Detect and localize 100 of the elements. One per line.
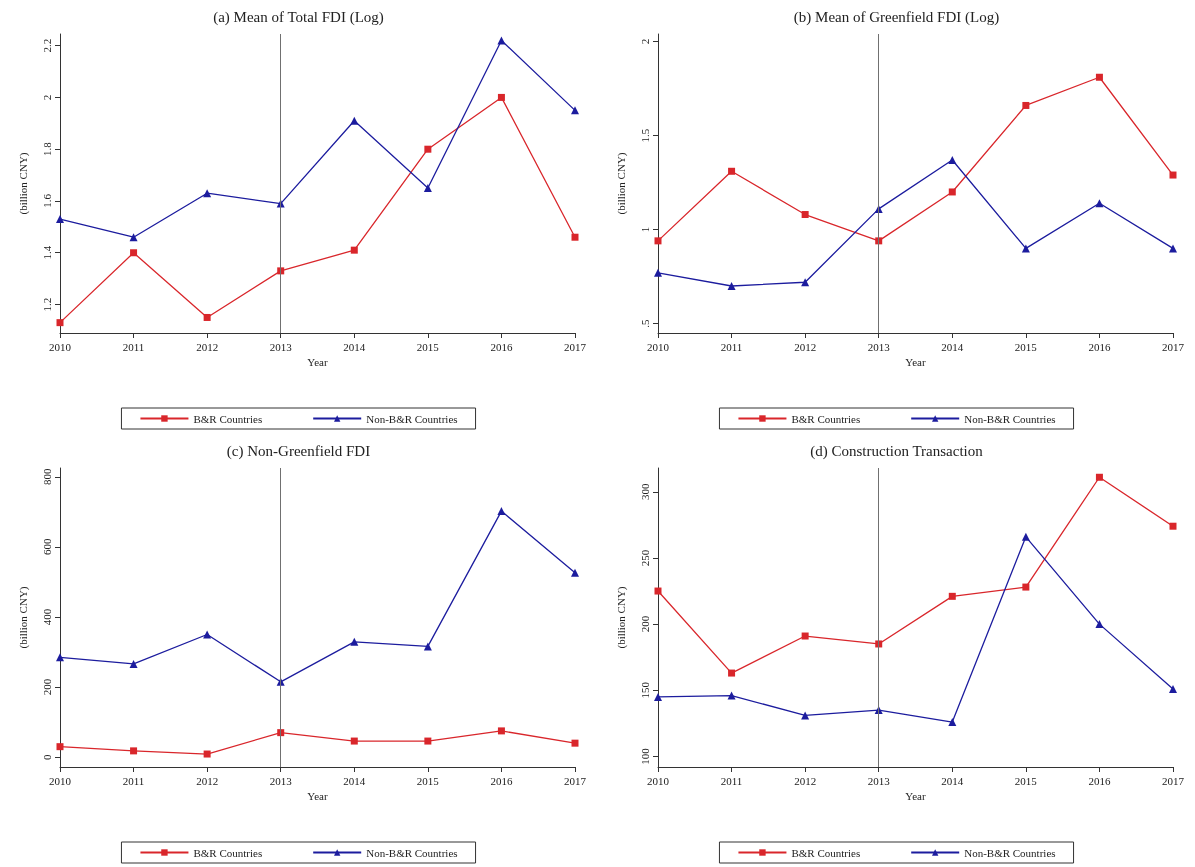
x-tick-label: 2012 xyxy=(196,774,219,787)
x-tick-label: 2014 xyxy=(343,774,366,787)
y-tick-label: 1.4 xyxy=(40,245,53,260)
x-tick-label: 2012 xyxy=(794,774,817,787)
point xyxy=(130,747,138,755)
x-tick-label: 2017 xyxy=(564,340,587,353)
point xyxy=(1169,171,1177,179)
x-tick-label: 2016 xyxy=(1088,774,1111,787)
point xyxy=(1169,244,1177,253)
x-tick-label: 2014 xyxy=(343,340,366,353)
y-tick-label: 100 xyxy=(638,747,651,765)
x-tick-label: 2016 xyxy=(1088,340,1111,353)
y-axis-title: (billion CNY) xyxy=(16,586,30,649)
point xyxy=(1169,684,1177,693)
x-tick-label: 2015 xyxy=(1014,774,1038,787)
y-tick-label: 2 xyxy=(40,94,53,101)
y-tick-label: 200 xyxy=(638,615,651,633)
y-tick-label: 1.8 xyxy=(40,141,53,157)
point xyxy=(497,507,506,516)
y-axis-title: (billion CNY) xyxy=(614,152,628,215)
point xyxy=(948,155,957,164)
y-tick-label: 400 xyxy=(40,608,53,626)
point xyxy=(56,743,64,751)
point xyxy=(654,692,662,701)
point xyxy=(129,659,138,668)
y-axis-title: (billion CNY) xyxy=(614,586,628,649)
point xyxy=(56,215,64,224)
y-axis-title: (billion CNY) xyxy=(16,152,30,215)
y-tick-label: 1.6 xyxy=(40,193,53,208)
x-tick-label: 2016 xyxy=(490,774,513,787)
x-tick-label: 2010 xyxy=(647,774,670,787)
point xyxy=(203,313,211,321)
x-axis-title: Year xyxy=(307,356,328,369)
x-tick-label: 2017 xyxy=(1162,340,1185,353)
legend-label: Non-B&R Countries xyxy=(964,846,1056,859)
y-tick-label: 300 xyxy=(638,483,651,501)
point xyxy=(728,167,736,175)
legend-label: Non-B&R Countries xyxy=(366,846,458,859)
point xyxy=(350,116,359,125)
x-tick-label: 2013 xyxy=(867,774,891,787)
point xyxy=(1022,101,1030,109)
x-tick-label: 2014 xyxy=(941,340,964,353)
x-tick-label: 2015 xyxy=(416,340,440,353)
y-tick-label: 800 xyxy=(40,468,53,486)
legend-label: Non-B&R Countries xyxy=(366,412,458,425)
x-tick-label: 2010 xyxy=(49,774,72,787)
point xyxy=(654,268,662,277)
x-tick-label: 2016 xyxy=(490,340,513,353)
x-axis-title: Year xyxy=(307,790,328,803)
point xyxy=(350,637,359,646)
point xyxy=(571,568,579,577)
point xyxy=(424,145,432,153)
y-tick-label: 2.2 xyxy=(40,38,53,53)
point xyxy=(130,249,138,257)
x-tick-label: 2010 xyxy=(49,340,72,353)
y-tick-label: 0 xyxy=(40,753,53,760)
chart-title: (c) Non-Greenfield FDI xyxy=(226,442,371,460)
point xyxy=(571,233,579,241)
chart-title: (a) Mean of Total FDI (Log) xyxy=(213,8,384,26)
point xyxy=(571,739,579,747)
point xyxy=(203,750,211,758)
point xyxy=(801,211,809,219)
y-tick-label: 200 xyxy=(40,678,53,696)
y-tick-label: 150 xyxy=(638,681,651,699)
x-tick-label: 2010 xyxy=(647,340,670,353)
point xyxy=(203,189,212,198)
point xyxy=(129,233,138,242)
point xyxy=(948,592,956,600)
x-tick-label: 2011 xyxy=(720,774,743,787)
point xyxy=(424,737,432,745)
point xyxy=(497,727,505,735)
x-tick-label: 2012 xyxy=(794,340,817,353)
point xyxy=(801,632,809,640)
point xyxy=(571,106,579,115)
point xyxy=(497,93,505,101)
legend-label: B&R Countries xyxy=(791,846,861,859)
x-axis-title: Year xyxy=(905,790,926,803)
point xyxy=(948,188,956,196)
chart-title: (b) Mean of Greenfield FDI (Log) xyxy=(793,8,1000,26)
point xyxy=(1022,583,1030,591)
point xyxy=(654,237,662,245)
x-tick-label: 2011 xyxy=(122,340,145,353)
x-tick-label: 2011 xyxy=(122,774,145,787)
point xyxy=(1095,473,1103,481)
point xyxy=(56,653,64,662)
x-tick-label: 2017 xyxy=(564,774,587,787)
x-tick-label: 2011 xyxy=(720,340,743,353)
point xyxy=(203,630,212,639)
legend-label: Non-B&R Countries xyxy=(964,412,1056,425)
legend-label: B&R Countries xyxy=(791,412,861,425)
x-tick-label: 2014 xyxy=(941,774,964,787)
point xyxy=(1095,199,1104,208)
y-tick-label: 250 xyxy=(638,549,651,567)
y-tick-label: 1.5 xyxy=(638,128,651,143)
point xyxy=(1169,522,1177,530)
y-tick-label: 1 xyxy=(638,226,651,233)
point xyxy=(948,718,957,727)
point xyxy=(728,669,736,677)
point xyxy=(654,587,662,595)
x-tick-label: 2017 xyxy=(1162,774,1185,787)
